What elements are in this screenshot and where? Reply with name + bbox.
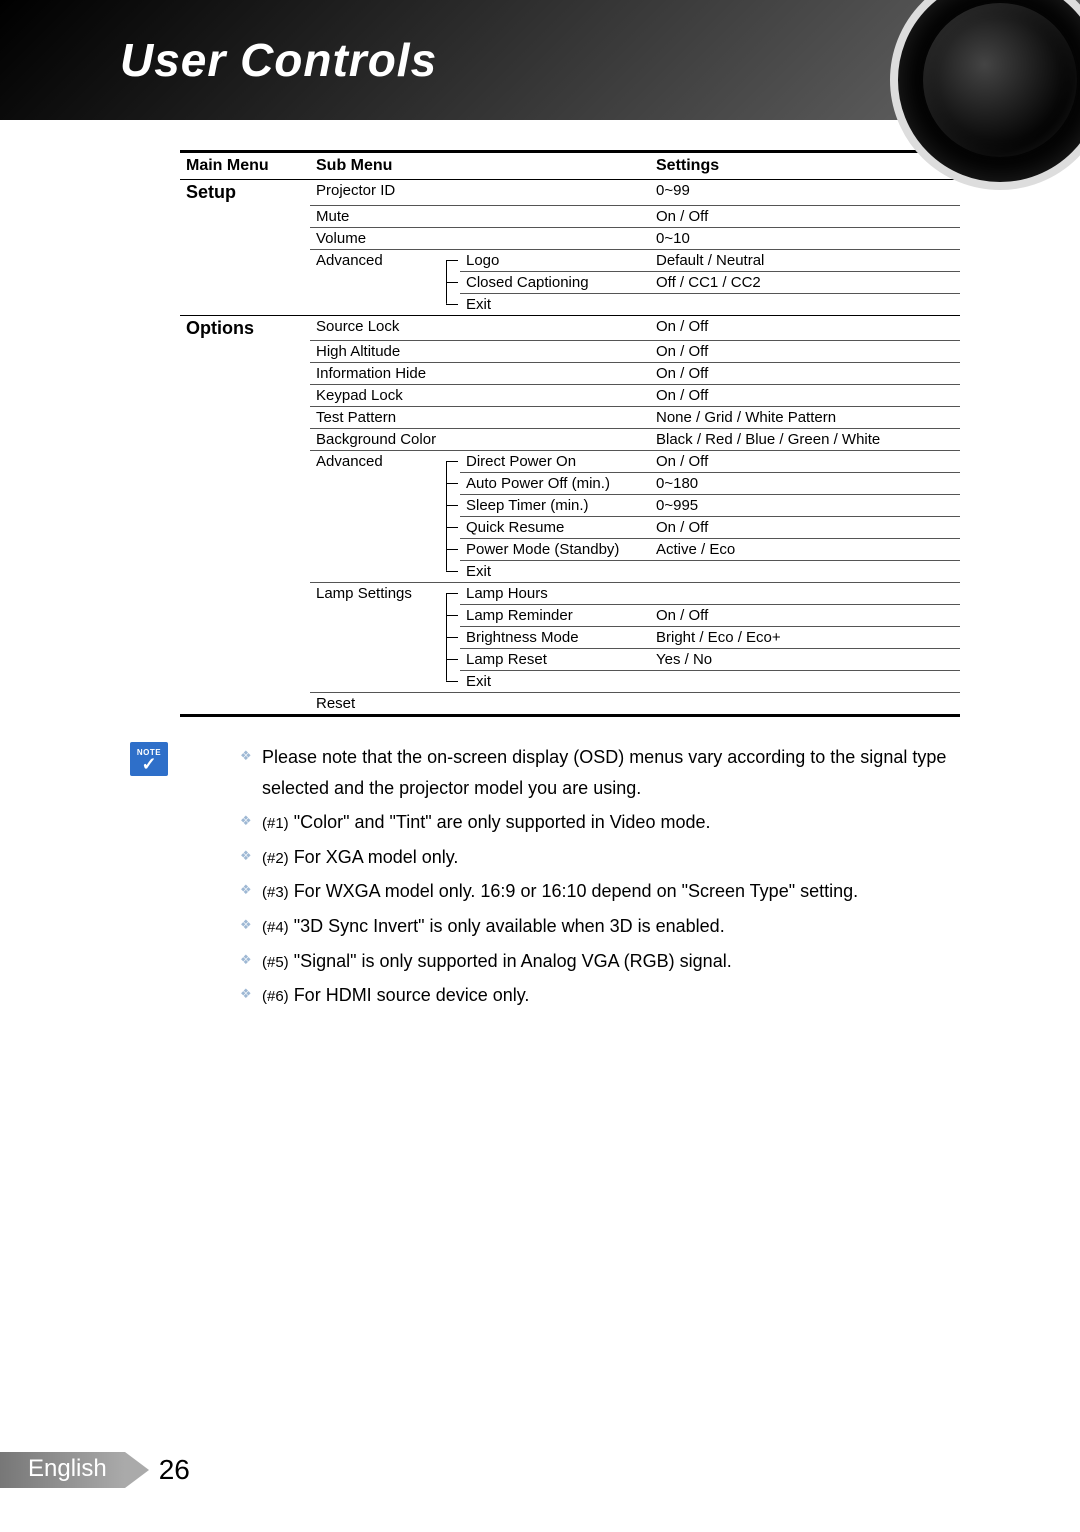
setting-value: Off / CC1 / CC2 [650, 271, 960, 293]
sub-menu-label: Keypad Lock [310, 385, 460, 407]
setting-value: 0~10 [650, 227, 960, 249]
sub2-menu-label: Brightness Mode [460, 627, 650, 649]
note-check-icon: ✓ [141, 757, 156, 771]
setting-value: 0~99 [650, 180, 960, 206]
main-menu-label: Options [180, 315, 310, 341]
setting-value: Bright / Eco / Eco+ [650, 627, 960, 649]
note-item: (#1) "Color" and "Tint" are only support… [240, 807, 960, 838]
main-menu-label: Setup [180, 180, 310, 206]
sub2-menu-label: Sleep Timer (min.) [460, 495, 650, 517]
sub-menu-label: Background Color [310, 429, 460, 451]
setting-value [650, 561, 960, 583]
setting-value: On / Off [650, 205, 960, 227]
sub2-menu-label: Closed Captioning [460, 271, 650, 293]
sub-menu-label: Lamp Settings [310, 583, 460, 605]
setting-value: On / Off [650, 517, 960, 539]
sub2-menu-label: Lamp Hours [460, 583, 650, 605]
setting-value: On / Off [650, 341, 960, 363]
sub2-menu-label: Direct Power On [460, 451, 650, 473]
notes-list: Please note that the on-screen display (… [180, 742, 960, 1011]
sub-menu-label: Reset [310, 693, 460, 716]
sub2-menu-label: Logo [460, 249, 650, 271]
sub2-menu-label: Exit [460, 293, 650, 315]
notes-section: NOTE ✓ Please note that the on-screen di… [180, 742, 960, 1011]
sub-menu-label: Source Lock [310, 315, 460, 341]
page-number: 26 [159, 1454, 190, 1486]
setting-value [650, 583, 960, 605]
sub-menu-label: Test Pattern [310, 407, 460, 429]
setting-value: Yes / No [650, 649, 960, 671]
setting-value: On / Off [650, 605, 960, 627]
note-item: (#2) For XGA model only. [240, 842, 960, 873]
sub2-menu-label: Exit [460, 561, 650, 583]
note-item: (#5) "Signal" is only supported in Analo… [240, 946, 960, 977]
sub-menu-label: Mute [310, 205, 460, 227]
col-header-settings: Settings [650, 152, 960, 180]
setting-value: On / Off [650, 315, 960, 341]
setting-value: On / Off [650, 451, 960, 473]
col-header-sub: Sub Menu [310, 152, 460, 180]
header-title: User Controls [120, 33, 437, 87]
sub2-menu-label: Exit [460, 671, 650, 693]
setting-value: 0~995 [650, 495, 960, 517]
setting-value: Black / Red / Blue / Green / White [650, 429, 960, 451]
note-item: Please note that the on-screen display (… [240, 742, 960, 803]
note-badge-icon: NOTE ✓ [130, 742, 168, 776]
sub-menu-label: Volume [310, 227, 460, 249]
note-item: (#6) For HDMI source device only. [240, 980, 960, 1011]
sub2-menu-label: Quick Resume [460, 517, 650, 539]
setting-value [650, 671, 960, 693]
col-header-blank [460, 152, 650, 180]
note-item: (#3) For WXGA model only. 16:9 or 16:10 … [240, 876, 960, 907]
setting-value: On / Off [650, 363, 960, 385]
page-header: User Controls [0, 0, 1080, 120]
page-footer: English 26 [0, 1452, 190, 1488]
setting-value: Default / Neutral [650, 249, 960, 271]
sub-menu-label: High Altitude [310, 341, 460, 363]
menu-tree-table: Main Menu Sub Menu Settings SetupProject… [180, 150, 960, 717]
content-area: Main Menu Sub Menu Settings SetupProject… [0, 120, 1080, 1011]
sub-menu-label: Projector ID [310, 180, 460, 206]
col-header-main: Main Menu [180, 152, 310, 180]
footer-language-tab: English [0, 1452, 125, 1488]
setting-value: On / Off [650, 385, 960, 407]
sub-menu-label: Information Hide [310, 363, 460, 385]
setting-value [650, 693, 960, 716]
sub2-menu-label: Power Mode (Standby) [460, 539, 650, 561]
setting-value: Active / Eco [650, 539, 960, 561]
sub2-menu-label: Lamp Reset [460, 649, 650, 671]
setting-value: 0~180 [650, 473, 960, 495]
setting-value [650, 293, 960, 315]
sub-menu-label: Advanced [310, 249, 460, 271]
sub2-menu-label: Auto Power Off (min.) [460, 473, 650, 495]
sub-menu-label: Advanced [310, 451, 460, 473]
note-item: (#4) "3D Sync Invert" is only available … [240, 911, 960, 942]
setting-value: None / Grid / White Pattern [650, 407, 960, 429]
sub2-menu-label: Lamp Reminder [460, 605, 650, 627]
